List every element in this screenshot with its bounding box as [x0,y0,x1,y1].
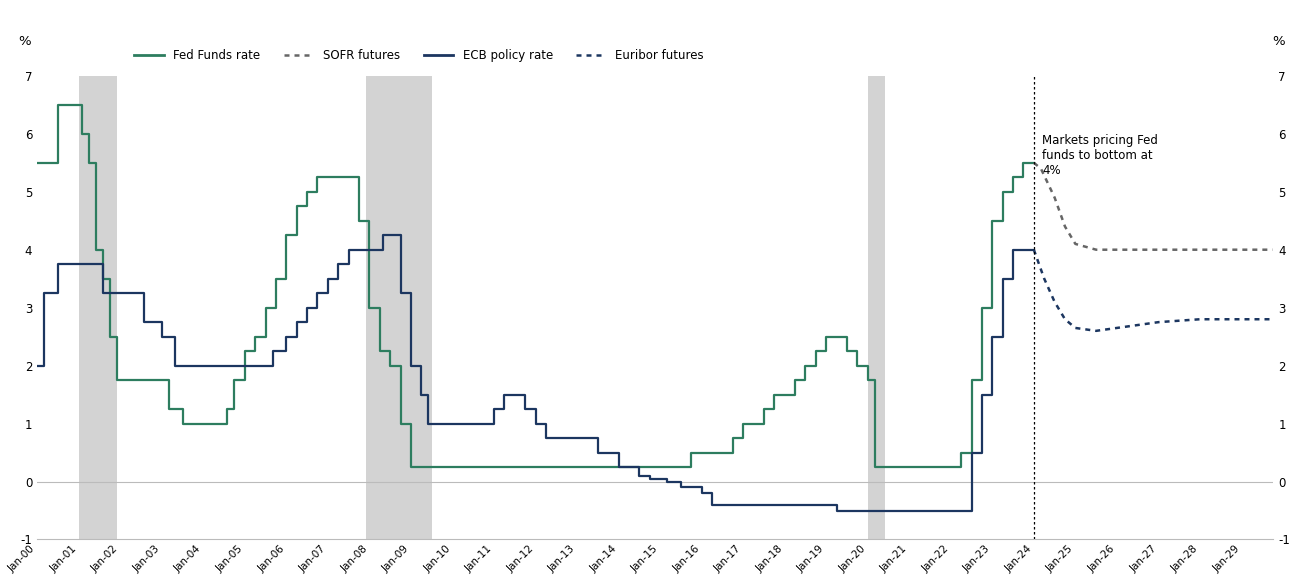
Bar [868,76,885,540]
Bar [79,76,117,540]
Text: %: % [1272,35,1285,48]
Legend: Fed Funds rate, SOFR futures, ECB policy rate, Euribor futures: Fed Funds rate, SOFR futures, ECB policy… [130,45,708,67]
Text: Markets pricing Fed
funds to bottom at
4%: Markets pricing Fed funds to bottom at 4… [1043,134,1158,177]
Text: %: % [18,35,31,48]
Bar [366,76,432,540]
